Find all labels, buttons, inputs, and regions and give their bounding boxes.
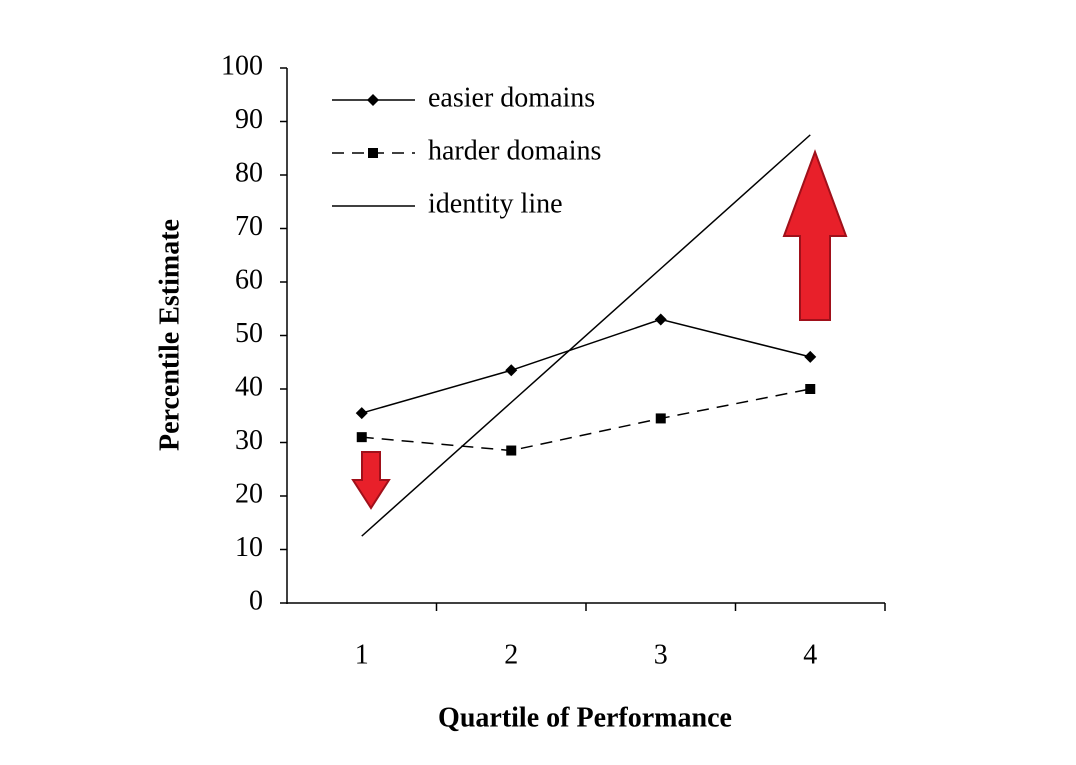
legend-label: easier domains [428, 82, 595, 113]
series-line [361, 388, 811, 452]
x-axis-label: Quartile of Performance [438, 702, 732, 733]
x-tick-label: 2 [504, 639, 518, 670]
x-tick-label: 1 [355, 639, 369, 670]
y-tick-label: 10 [235, 532, 263, 563]
legend-label: identity line [428, 188, 563, 219]
marker [655, 413, 666, 424]
up-arrow [782, 149, 848, 321]
y-tick-label: 50 [235, 318, 263, 349]
series-line [361, 318, 811, 414]
y-axis-label: Percentile Estimate [154, 219, 185, 451]
marker [368, 148, 378, 158]
marker [506, 445, 517, 456]
marker [654, 313, 667, 326]
marker [356, 432, 367, 443]
y-tick-label: 0 [249, 585, 263, 616]
marker [367, 94, 379, 106]
y-tick-label: 80 [235, 157, 263, 188]
marker [355, 407, 368, 420]
y-tick-label: 40 [235, 371, 263, 402]
x-tick-label: 4 [803, 639, 817, 670]
y-tick-label: 90 [235, 104, 263, 135]
marker [805, 384, 816, 394]
legend-label: harder domains [428, 135, 601, 166]
series-line [361, 134, 811, 537]
y-tick-label: 20 [235, 478, 263, 509]
x-tick-label: 3 [654, 639, 668, 670]
y-tick-label: 100 [221, 50, 263, 81]
y-tick-label: 70 [235, 211, 263, 242]
marker [804, 350, 817, 363]
down-arrow [351, 451, 391, 510]
y-tick-label: 60 [235, 264, 263, 295]
y-tick-label: 30 [235, 425, 263, 456]
marker [505, 364, 518, 377]
